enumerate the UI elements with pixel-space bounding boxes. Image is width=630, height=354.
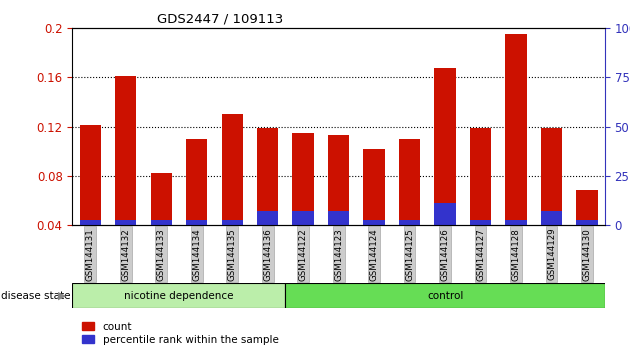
Bar (505, 221, 527, 225)
Text: GSM144132: GSM144132 (121, 228, 130, 281)
Bar (576, 221, 598, 225)
Bar (151, 221, 172, 225)
Text: GSM144123: GSM144123 (334, 228, 343, 281)
Bar (292, 133, 314, 225)
Bar (470, 128, 491, 225)
Text: ▶: ▶ (58, 291, 66, 301)
Text: GSM144135: GSM144135 (227, 228, 237, 281)
Bar (115, 76, 136, 225)
Bar (79, 221, 101, 225)
Text: GSM144131: GSM144131 (86, 228, 94, 281)
Bar (222, 221, 243, 225)
Text: GSM144125: GSM144125 (405, 228, 414, 281)
Bar (222, 114, 243, 225)
Text: GSM144128: GSM144128 (512, 228, 520, 281)
Text: GSM144127: GSM144127 (476, 228, 485, 281)
Bar (292, 211, 314, 225)
Bar (435, 203, 455, 225)
Text: GSM144134: GSM144134 (192, 228, 201, 281)
Bar (186, 139, 207, 225)
Bar (364, 149, 385, 225)
Text: nicotine dependence: nicotine dependence (124, 291, 234, 301)
Text: GSM144133: GSM144133 (157, 228, 166, 281)
Bar (115, 221, 136, 225)
Bar (541, 211, 562, 225)
Text: GSM144126: GSM144126 (440, 228, 450, 281)
Bar (435, 68, 455, 225)
FancyBboxPatch shape (285, 283, 605, 308)
Bar (79, 125, 101, 225)
Bar (151, 173, 172, 225)
Bar (328, 135, 349, 225)
Text: GSM144129: GSM144129 (547, 228, 556, 280)
Legend: count, percentile rank within the sample: count, percentile rank within the sample (77, 317, 283, 349)
Bar (399, 221, 420, 225)
FancyBboxPatch shape (72, 283, 285, 308)
Bar (257, 211, 278, 225)
Bar (541, 128, 562, 225)
Bar (257, 128, 278, 225)
Bar (328, 211, 349, 225)
Text: control: control (427, 291, 463, 301)
Text: GSM144122: GSM144122 (299, 228, 307, 281)
Bar (399, 139, 420, 225)
Text: GSM144130: GSM144130 (583, 228, 592, 281)
Bar (364, 221, 385, 225)
Text: GSM144124: GSM144124 (370, 228, 379, 281)
Bar (470, 221, 491, 225)
Text: GDS2447 / 109113: GDS2447 / 109113 (158, 12, 284, 25)
Text: GSM144136: GSM144136 (263, 228, 272, 281)
Text: disease state: disease state (1, 291, 71, 301)
Bar (186, 221, 207, 225)
Bar (505, 34, 527, 225)
Bar (576, 190, 598, 225)
